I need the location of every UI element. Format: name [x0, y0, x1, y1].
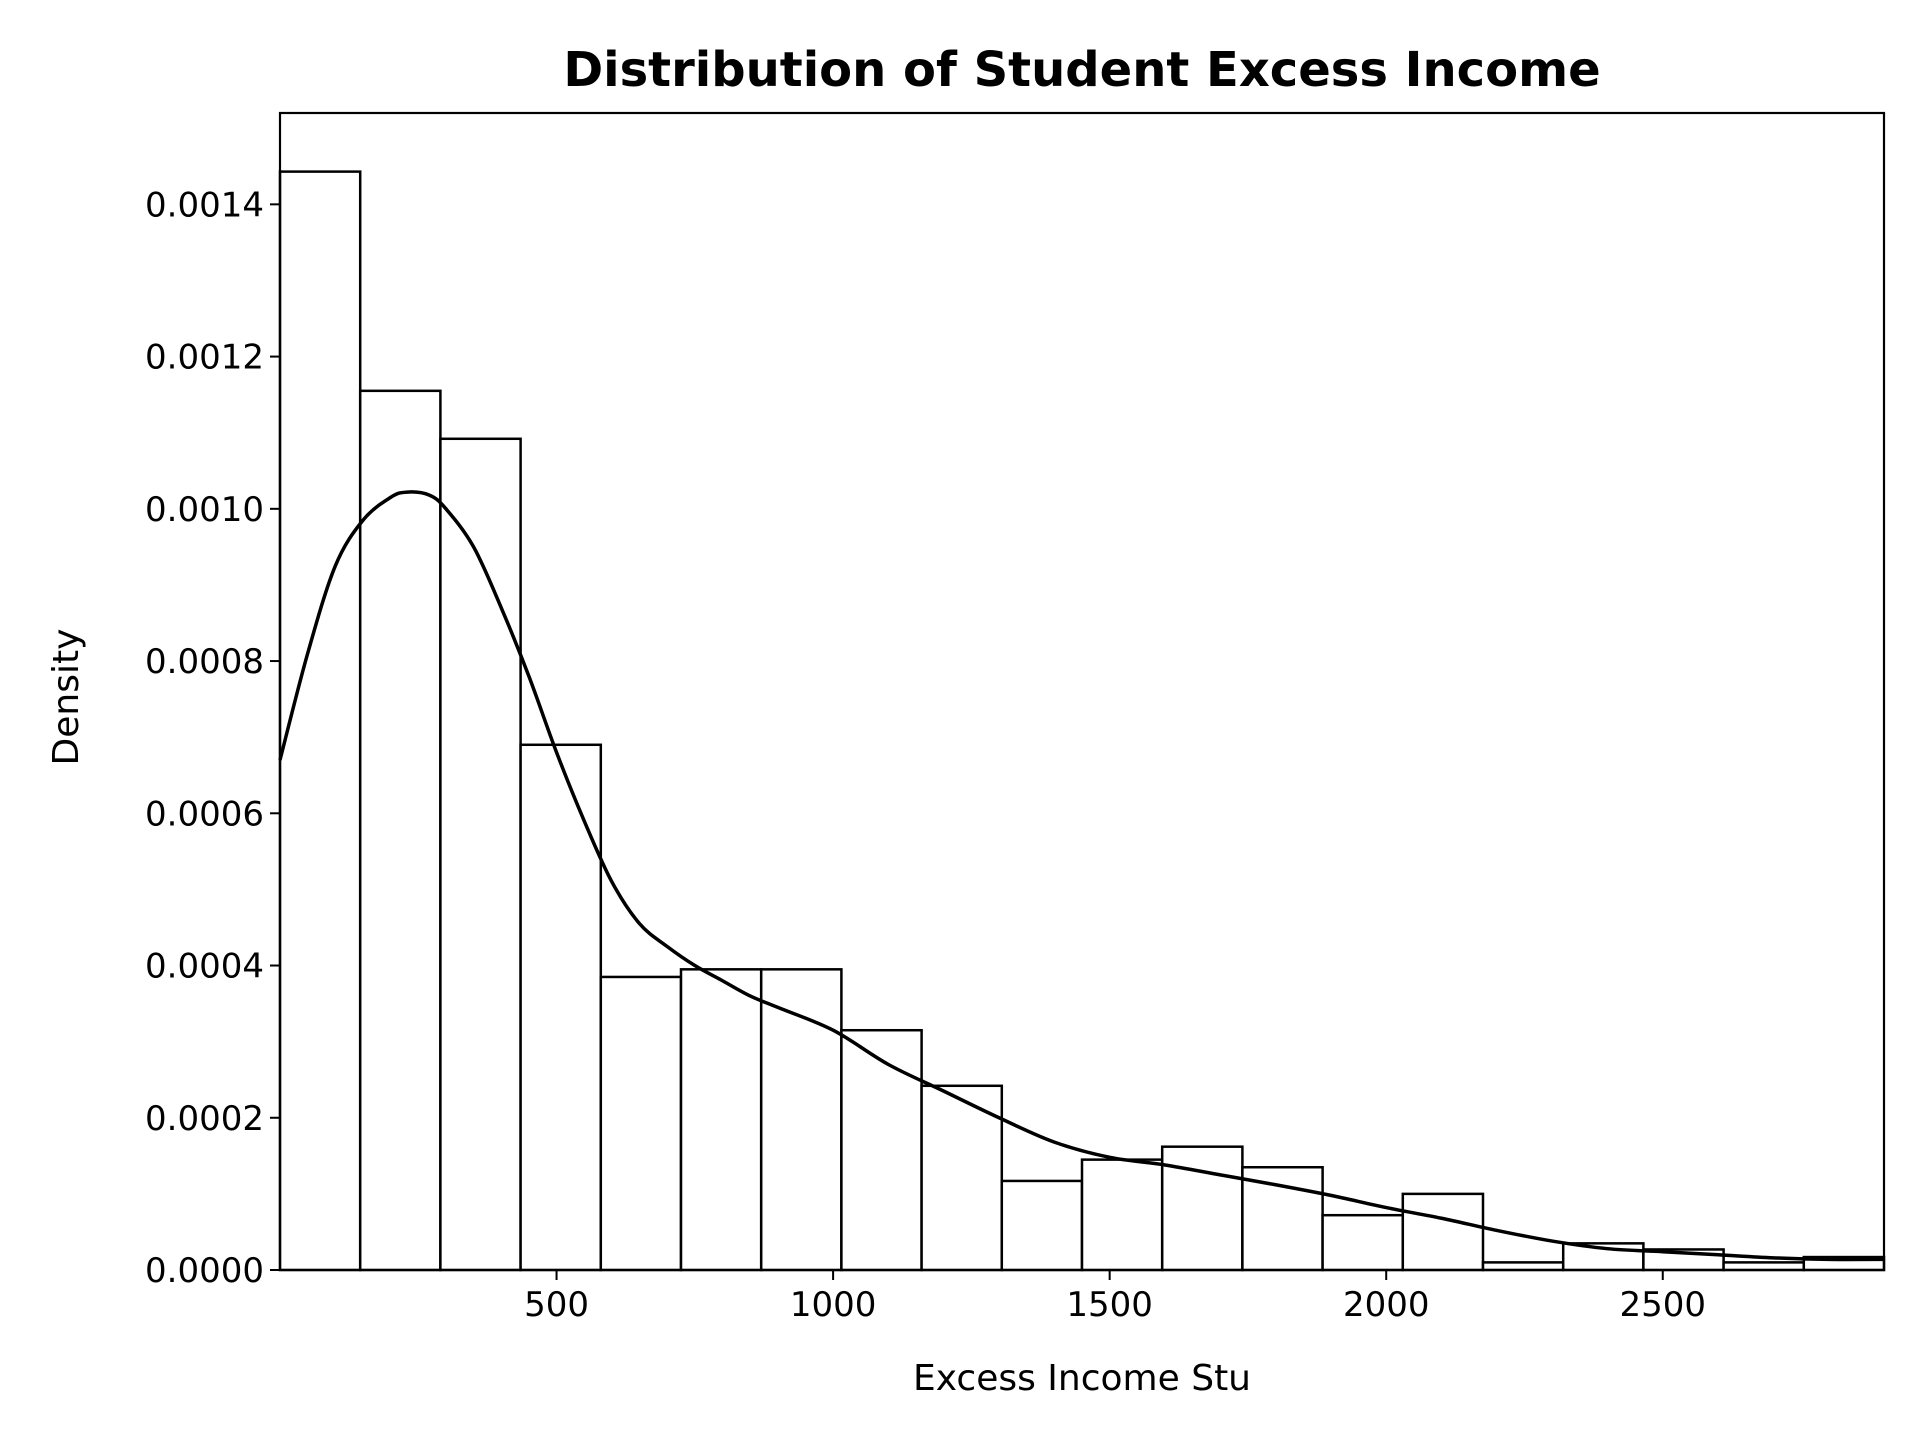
- x-tick-label: 1000: [790, 1285, 877, 1325]
- histogram-bar-19: [1722, 1261, 1806, 1272]
- chart-title: Distribution of Student Excess Income: [563, 42, 1600, 98]
- histogram-bar-15: [1401, 1192, 1485, 1272]
- histogram-bar-5: [599, 975, 683, 1272]
- histogram-bar-11: [1080, 1158, 1164, 1272]
- histogram-bar-9: [920, 1084, 1004, 1272]
- y-tick-label: 0.0008: [145, 642, 264, 682]
- histogram-bar-10: [1000, 1179, 1084, 1272]
- y-tick-label: 0.0006: [145, 794, 264, 834]
- histogram-bar-14: [1321, 1213, 1405, 1272]
- histogram-bar-16: [1481, 1261, 1565, 1272]
- histogram-bar-8: [840, 1028, 923, 1272]
- x-tick-label: 1500: [1066, 1285, 1153, 1325]
- y-axis-ticks: 0.0000 0.0002 0.0004 0.0006 0.0008 0.0010 0.00…: [145, 185, 280, 1291]
- y-tick-label: 0.0002: [145, 1099, 264, 1139]
- y-tick-label: 0.0010: [145, 490, 264, 530]
- y-tick-label: 0.0000: [145, 1251, 264, 1291]
- x-axis-ticks: 500 1000 1500 2000 2500: [524, 1270, 1706, 1325]
- histogram-bars: [278, 170, 1886, 1272]
- y-tick-label: 0.0004: [145, 947, 264, 987]
- y-tick-label: 0.0012: [145, 338, 264, 378]
- histogram-bar-1: [278, 170, 362, 1272]
- plot-frame: [278, 111, 1886, 1272]
- histogram-bar-7: [759, 968, 843, 1272]
- x-tick-label: 500: [524, 1285, 589, 1325]
- histogram-bar-6: [679, 968, 763, 1272]
- x-tick-label: 2000: [1343, 1285, 1430, 1325]
- histogram-bar-3: [439, 437, 522, 1272]
- x-axis-label: Excess Income Stu: [913, 1358, 1251, 1399]
- y-axis-label: Density: [46, 629, 87, 766]
- histogram-bar-4: [519, 743, 603, 1272]
- histogram-bar-2: [358, 389, 442, 1272]
- kde-density-curve: [278, 490, 1885, 1262]
- y-tick-label: 0.0014: [145, 185, 264, 225]
- x-tick-label: 2500: [1619, 1285, 1706, 1325]
